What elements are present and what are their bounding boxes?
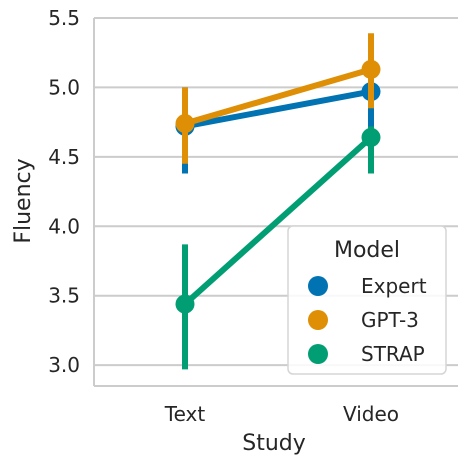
legend-frame: [287, 225, 447, 375]
series-line-gpt-3: [182, 66, 374, 127]
point-strap-text: [175, 294, 195, 314]
y-tick-label: 4.5: [48, 145, 80, 169]
legend: Model Expert GPT-3 STRAP: [287, 225, 447, 375]
x-tick-label-text: Text: [164, 402, 206, 426]
y-tick-label: 4.0: [48, 214, 80, 238]
x-tick-labels: Text Video: [164, 402, 399, 426]
point-gpt-3-video: [361, 59, 381, 79]
y-axis-label: Fluency: [11, 158, 36, 243]
legend-marker-expert: [308, 276, 328, 296]
point-strap-video: [361, 127, 381, 147]
y-tick-label: 5.0: [48, 75, 80, 99]
x-axis-label: Study: [242, 431, 306, 456]
legend-label-expert: Expert: [361, 274, 427, 298]
y-tick-label: 5.5: [48, 6, 80, 30]
series-line-expert: [182, 88, 374, 130]
legend-marker-gpt-3: [308, 310, 328, 330]
legend-marker-strap: [308, 344, 328, 364]
series-gpt-3: [175, 33, 381, 164]
series-line-strap: [182, 134, 374, 308]
y-tick-label: 3.5: [48, 284, 80, 308]
legend-label-strap: STRAP: [361, 342, 425, 366]
y-tick-labels: 3.0 3.5 4.0 4.5 5.0 5.5: [48, 6, 80, 377]
y-tick-label: 3.0: [48, 353, 80, 377]
point-gpt-3-text: [175, 114, 195, 134]
x-tick-label-video: Video: [343, 402, 399, 426]
legend-label-gpt-3: GPT-3: [361, 308, 419, 332]
series-layer: [175, 33, 381, 370]
legend-title: Model: [334, 238, 400, 263]
axis-spines: [93, 18, 458, 387]
